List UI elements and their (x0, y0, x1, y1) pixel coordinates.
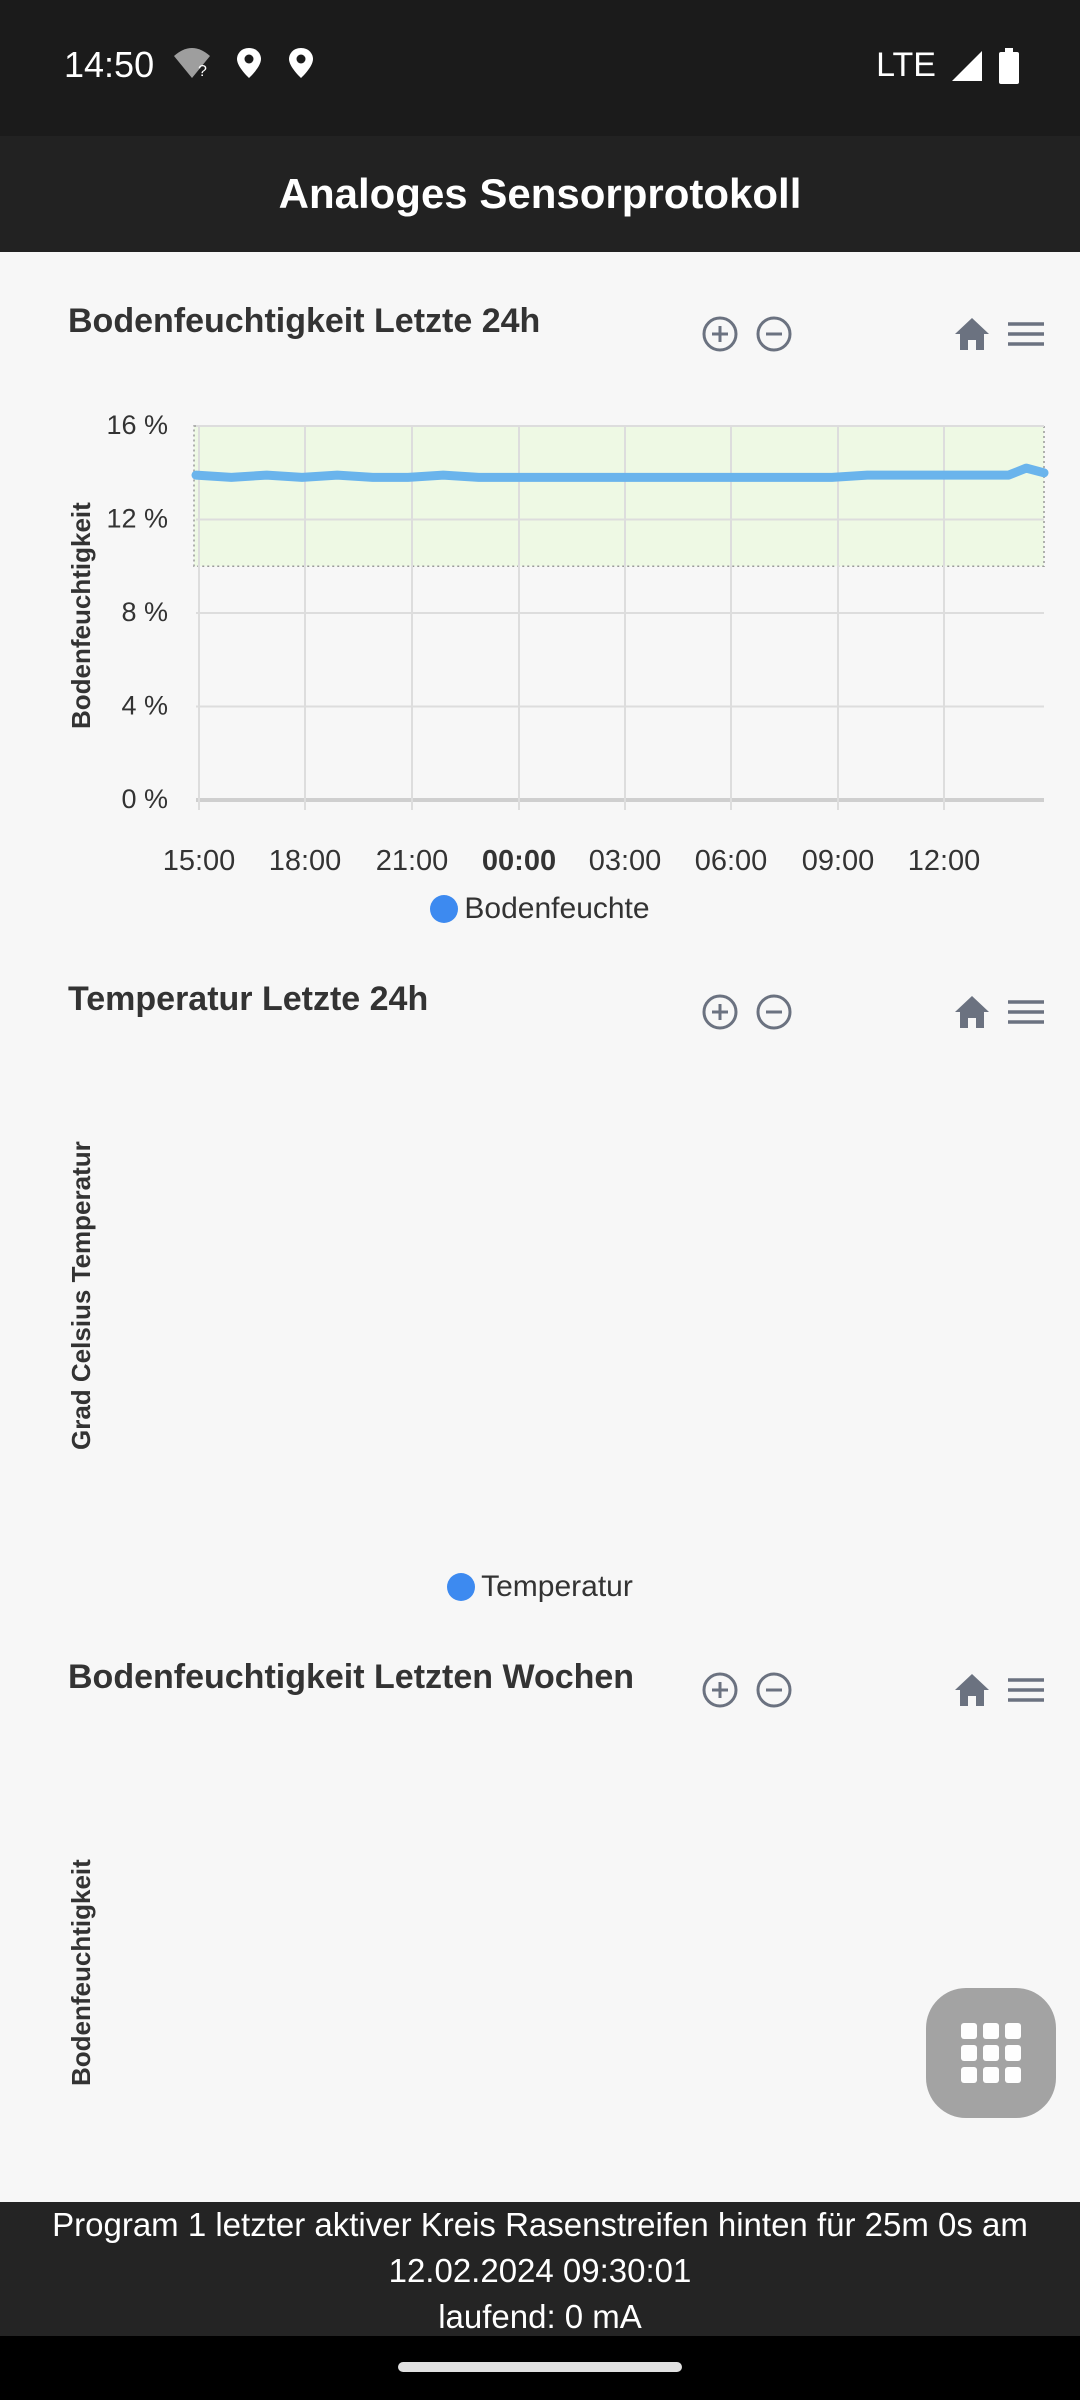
x-tick-label: 03:00 (589, 845, 662, 877)
x-tick-label: 09:00 (802, 845, 875, 877)
program-status-footer: Program 1 letzter aktiver Kreis Rasenstr… (0, 2202, 1080, 2336)
x-tick-label: 21:00 (376, 845, 449, 877)
legend-label: Bodenfeuchte (464, 892, 650, 925)
legend-label: Temperatur (481, 1570, 633, 1603)
series-line (191, 463, 1049, 482)
menu-icon[interactable] (1006, 314, 1046, 354)
footer-line-3: laufend: 0 mA (438, 2298, 642, 2335)
chart-card-temperature-24h: Temperatur Letzte 24h Grad Celsius Tempe… (0, 930, 1080, 1610)
footer-line-2: 12.02.2024 09:30:01 (388, 2252, 692, 2289)
wifi-question-icon: ? (174, 48, 210, 80)
location-icon (289, 48, 313, 78)
footer-line-1: Program 1 letzter aktiver Kreis Rasenstr… (52, 2206, 1028, 2243)
temperature-24h-plot[interactable]: 2°C4°C6°C8°C10°C15:0018:0021:0000:0003:0… (0, 930, 1080, 1610)
moisture-weeks-plot[interactable]: 0 %4 %8 %12 %16 % (0, 1608, 1080, 2202)
x-tick-label: 00:00 (482, 845, 556, 877)
y-tick-label: 8 % (121, 597, 168, 627)
home-gesture-handle[interactable] (398, 2362, 682, 2372)
x-tick-label: 06:00 (695, 845, 768, 877)
zoom-out-icon[interactable] (754, 314, 794, 354)
chart-title: Bodenfeuchtigkeit Letzten Wochen (68, 1658, 635, 1696)
threshold-band (193, 425, 1045, 567)
grid-icon (961, 2023, 1021, 2083)
zoom-out-icon[interactable] (754, 992, 794, 1032)
x-tick-label: 15:00 (163, 845, 236, 877)
battery-icon (999, 47, 1019, 84)
y-tick-label: 12 % (106, 504, 168, 534)
chart-card-moisture-24h: Bodenfeuchtigkeit Letzte 24h Bodenfeucht… (0, 252, 1080, 932)
legend-marker (447, 1573, 476, 1601)
home-icon[interactable] (952, 1670, 992, 1710)
chart-list[interactable]: Bodenfeuchtigkeit Letzte 24h Bodenfeucht… (0, 252, 1080, 2202)
y-tick-label: 16 % (106, 410, 168, 440)
network-type: LTE (876, 46, 936, 84)
home-icon[interactable] (952, 314, 992, 354)
chart-title: Temperatur Letzte 24h (68, 980, 429, 1018)
navigation-bar (0, 2336, 1080, 2400)
keypad-button[interactable] (926, 1988, 1056, 2118)
legend-marker (430, 895, 459, 923)
menu-icon[interactable] (1006, 1670, 1046, 1710)
x-tick-label: 12:00 (908, 845, 981, 877)
moisture-24h-plot[interactable]: 0 % 4 % 8 % 12 % 16 % 15:00 18:00 21:00 00:00 03:… (0, 252, 1080, 932)
home-icon[interactable] (952, 992, 992, 1032)
zoom-in-icon[interactable] (700, 992, 740, 1032)
legend[interactable]: Temperatur (0, 1570, 1080, 1604)
page-title: Analoges Sensorprotokoll (278, 170, 802, 217)
y-tick-label: 0 % (121, 784, 168, 814)
y-tick-label: 4 % (121, 691, 168, 721)
status-bar: 14:50 ? LTE (0, 0, 1080, 136)
app-bar: Analoges Sensorprotokoll (0, 136, 1080, 252)
signal-icon (952, 50, 982, 81)
svg-text:?: ? (198, 63, 207, 80)
menu-icon[interactable] (1006, 992, 1046, 1032)
zoom-in-icon[interactable] (700, 1670, 740, 1710)
status-time: 14:50 (64, 44, 155, 85)
chart-title: Bodenfeuchtigkeit Letzte 24h (68, 302, 541, 340)
zoom-in-icon[interactable] (700, 314, 740, 354)
x-tick-label: 18:00 (269, 845, 342, 877)
zoom-out-icon[interactable] (754, 1670, 794, 1710)
chart-card-moisture-weeks: Bodenfeuchtigkeit Letzten Wochen Bodenfe… (0, 1608, 1080, 2202)
location-icon (237, 48, 261, 78)
legend[interactable]: Bodenfeuchte (0, 892, 1080, 926)
